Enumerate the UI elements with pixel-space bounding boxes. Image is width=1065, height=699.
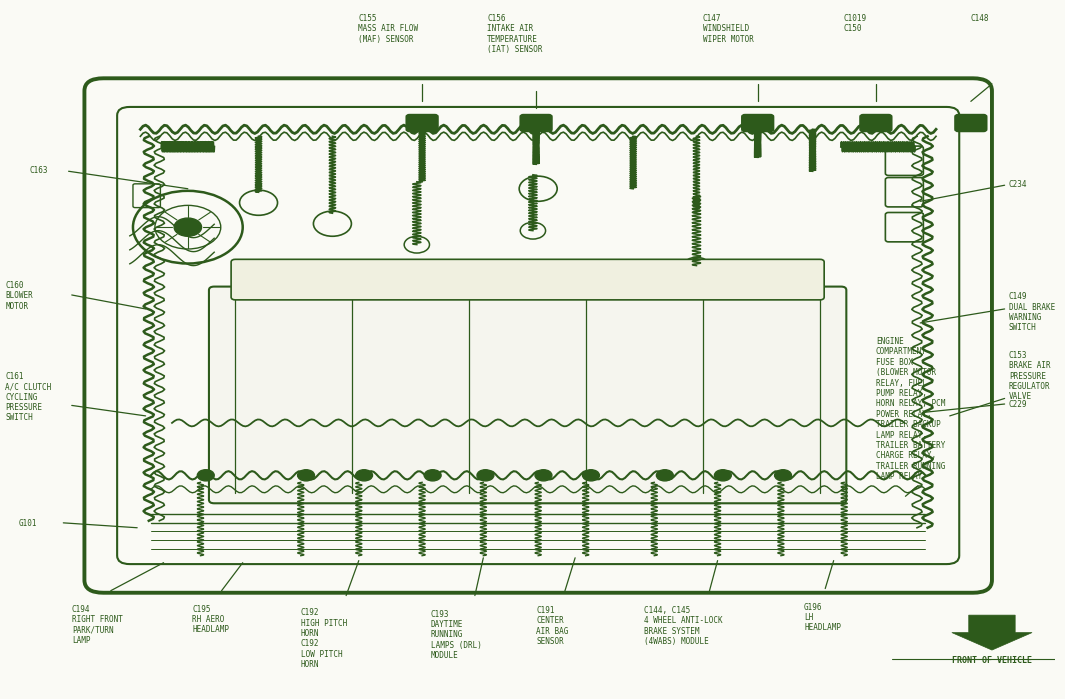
Text: C163: C163 [30,166,48,175]
Text: C144, C145
4 WHEEL ANTI-LOCK
BRAKE SYSTEM
(4WABS) MODULE: C144, C145 4 WHEEL ANTI-LOCK BRAKE SYSTE… [643,606,722,647]
FancyBboxPatch shape [231,259,824,300]
Text: FRONT OF VEHICLE: FRONT OF VEHICLE [952,656,1032,665]
Text: C156
INTAKE AIR
TEMPERATURE
(IAT) SENSOR: C156 INTAKE AIR TEMPERATURE (IAT) SENSOR [487,14,543,55]
Text: C192
HIGH PITCH
HORN
C192
LOW PITCH
HORN: C192 HIGH PITCH HORN C192 LOW PITCH HORN [300,608,347,669]
Text: ENGINE
COMPARTMENT
FUSE BOX
(BLOWER MOTOR
RELAY, FUEL
PUMP RELAY,
HORN RELAY, PC: ENGINE COMPARTMENT FUSE BOX (BLOWER MOTO… [875,337,945,481]
Text: C191
CENTER
AIR BAG
SENSOR: C191 CENTER AIR BAG SENSOR [536,606,569,647]
Circle shape [477,470,494,481]
Text: C155
MASS AIR FLOW
(MAF) SENSOR: C155 MASS AIR FLOW (MAF) SENSOR [358,14,419,44]
Polygon shape [952,615,1032,650]
Circle shape [356,470,373,481]
Text: C195
RH AERO
HEADLAMP: C195 RH AERO HEADLAMP [192,605,229,635]
Circle shape [424,470,441,481]
Circle shape [774,470,791,481]
FancyBboxPatch shape [520,115,552,131]
Text: C149
DUAL BRAKE
WARNING
SWITCH: C149 DUAL BRAKE WARNING SWITCH [1009,292,1055,333]
Circle shape [583,470,600,481]
FancyBboxPatch shape [741,115,773,131]
Text: G196
LH
HEADLAMP: G196 LH HEADLAMP [804,603,841,633]
Text: C194
RIGHT FRONT
PARK/TURN
LAMP: C194 RIGHT FRONT PARK/TURN LAMP [71,605,122,645]
Circle shape [297,470,314,481]
Circle shape [197,470,214,481]
Circle shape [535,470,552,481]
FancyBboxPatch shape [209,287,847,503]
Text: C148: C148 [970,14,988,23]
Text: C160
BLOWER
MOTOR: C160 BLOWER MOTOR [5,281,33,311]
Text: C147
WINDSHIELD
WIPER MOTOR: C147 WINDSHIELD WIPER MOTOR [703,14,753,44]
Text: C234: C234 [1009,180,1027,189]
Text: G101: G101 [19,519,37,528]
Text: C161
A/C CLUTCH
CYCLING
PRESSURE
SWITCH: C161 A/C CLUTCH CYCLING PRESSURE SWITCH [5,372,51,422]
Text: C153
BRAKE AIR
PRESSURE
REGULATOR
VALVE: C153 BRAKE AIR PRESSURE REGULATOR VALVE [1009,351,1050,401]
Circle shape [656,470,673,481]
FancyBboxPatch shape [859,115,891,131]
FancyBboxPatch shape [955,115,986,131]
Text: C193
DAYTIME
RUNNING
LAMPS (DRL)
MODULE: C193 DAYTIME RUNNING LAMPS (DRL) MODULE [430,610,481,660]
FancyBboxPatch shape [406,115,438,131]
Text: C1019
C150: C1019 C150 [843,14,866,34]
Circle shape [174,218,201,236]
Circle shape [715,470,732,481]
Text: C229: C229 [1009,400,1027,409]
